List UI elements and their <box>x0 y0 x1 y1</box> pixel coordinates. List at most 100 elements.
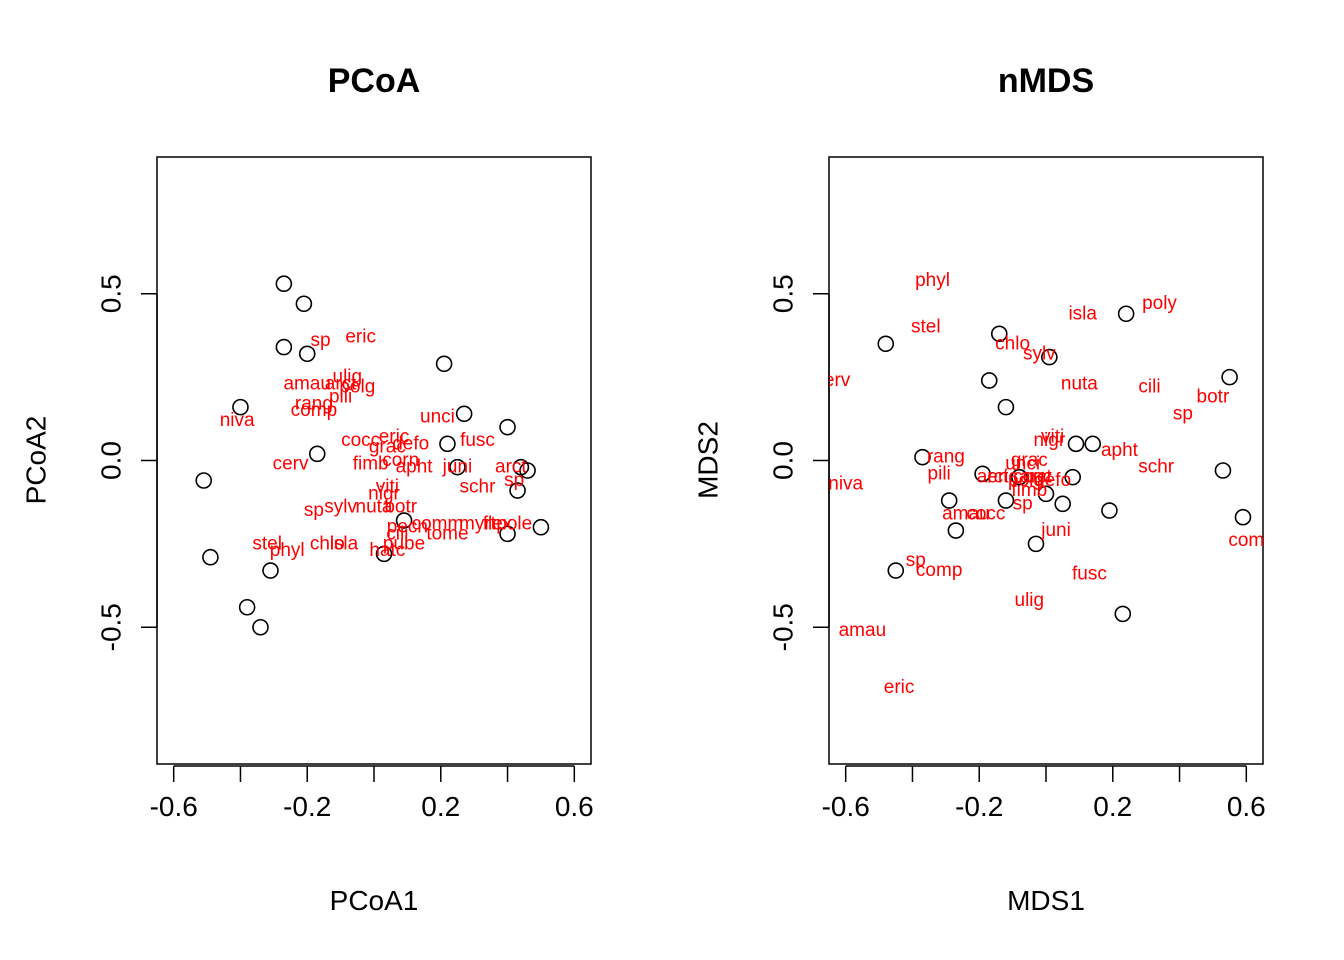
pcoa-species-label: ulig <box>333 367 363 388</box>
pcoa-y-tick-label: 0.0 <box>96 441 127 480</box>
nmds-species-label: cocc <box>966 503 1005 524</box>
pcoa-species-label: sylv <box>324 497 357 518</box>
pcoa-site-point <box>298 345 316 363</box>
nmds-species-label: unci <box>1005 453 1040 474</box>
pcoa-species-label: nigr <box>368 483 400 504</box>
nmds-site-point <box>1101 502 1118 519</box>
pcoa-y-axis: -0.5 0.0 0.5 <box>96 274 158 651</box>
nmds-site-point <box>1221 368 1238 386</box>
pcoa-species-label: cerv <box>273 453 309 474</box>
pcoa-site-point <box>232 398 249 416</box>
nmds-site-point <box>1067 435 1085 453</box>
pcoa-species-label: cili <box>386 523 408 544</box>
pcoa-species-label: tome <box>426 523 468 544</box>
nmds-y-tick-label: 0.0 <box>768 441 799 480</box>
nmds-species-label: arct <box>977 467 1009 488</box>
nmds-species-label: cerv <box>814 370 850 391</box>
pcoa-site-point <box>275 338 293 356</box>
pcoa-species-label: isla <box>330 533 359 554</box>
nmds-species-label: fimb <box>1011 480 1047 501</box>
pcoa-species-label: cocc <box>341 430 380 451</box>
nmds-x-tick-label: 0.2 <box>1093 791 1132 822</box>
nmds-species-label: stel <box>911 317 941 338</box>
nmds-y-tick-label: 0.5 <box>768 274 799 313</box>
nmds-species-label: niva <box>828 473 863 494</box>
pcoa-site-point <box>439 435 456 453</box>
pcoa-site-point <box>499 418 516 436</box>
nmds-site-point <box>1054 495 1071 513</box>
pcoa-species-label: fimb <box>353 453 389 474</box>
nmds-species-label: juni <box>1040 520 1071 541</box>
nmds-site-point <box>947 522 965 539</box>
nmds-species-label: nuta <box>1061 373 1098 394</box>
pcoa-species-label: amau <box>283 373 331 394</box>
nmds-species-label: botr <box>1197 387 1230 408</box>
pcoa-site-point <box>449 458 466 476</box>
nmds-panel: nMDS -0.6 -0.2 0.2 0.6 -0.5 0.0 0.5 MDS1 MDS2 phyl… <box>693 62 1266 916</box>
nmds-species-label: arct <box>1020 467 1052 488</box>
pcoa-species-label: sp <box>504 470 524 491</box>
nmds-site-point <box>1010 468 1028 486</box>
nmds-species-label: rang <box>927 447 965 468</box>
nmds-species-label: viti <box>1041 427 1064 448</box>
pcoa-species-label: juni <box>442 457 473 478</box>
nmds-y-axis: -0.5 0.0 0.5 <box>768 274 830 651</box>
pcoa-site-point <box>532 518 550 536</box>
pcoa-x-axis-label: PCoA1 <box>330 885 419 916</box>
pcoa-species-label: pecn <box>387 517 428 538</box>
pcoa-site-point <box>499 525 516 543</box>
pcoa-site-point <box>202 548 219 566</box>
pcoa-x-tick-label: -0.2 <box>283 791 331 822</box>
pcoa-species-label: pube <box>383 533 425 554</box>
nmds-y-tick-label: -0.5 <box>768 603 799 651</box>
pcoa-species-label: comm <box>412 513 464 534</box>
pcoa-species-label: eric <box>379 427 410 448</box>
nmds-site-point <box>980 372 998 389</box>
pcoa-species-label: pole <box>496 513 532 534</box>
nmds-species-label: nigr <box>1033 430 1065 451</box>
nmds-site-point <box>1037 485 1055 503</box>
pcoa-species-label: stel <box>252 533 282 554</box>
nmds-site-point <box>940 492 958 509</box>
nmds-x-axis: -0.6 -0.2 0.2 0.6 <box>822 765 1266 822</box>
pcoa-y-tick-label: 0.5 <box>96 274 127 313</box>
pcoa-species-label: defo <box>392 433 429 454</box>
pcoa-x-tick-label: 0.6 <box>555 791 594 822</box>
pcoa-species-label: fusc <box>460 430 495 451</box>
pcoa-species-label: myrt <box>459 513 497 534</box>
nmds-species-label: schr <box>1138 457 1175 478</box>
nmds-species-label: comp <box>916 560 962 581</box>
pcoa-species-label: eric <box>345 327 376 348</box>
nmds-species-label: sp <box>1173 403 1193 424</box>
pcoa-site-point <box>262 562 279 579</box>
nmds-species-label: polg <box>1008 470 1044 491</box>
nmds-site-point <box>1064 468 1082 486</box>
pcoa-site-point <box>455 405 473 423</box>
nmds-site-point <box>1117 305 1135 323</box>
nmds-species-label: com <box>1228 530 1264 551</box>
pcoa-y-tick-label: -0.5 <box>96 603 127 651</box>
nmds-species-label: chlo <box>995 333 1030 354</box>
nmds-species-label: cocc <box>1013 467 1052 488</box>
pcoa-y-axis-label: PCoA2 <box>21 416 52 505</box>
nmds-site-point <box>1234 508 1252 526</box>
pcoa-species-label: unci <box>420 407 455 428</box>
nmds-title: nMDS <box>998 62 1094 100</box>
pcoa-site-point <box>435 355 453 373</box>
nmds-species-label: eric <box>987 467 1018 488</box>
pcoa-species-label: nuta <box>356 497 393 518</box>
nmds-species-label: cili <box>1138 377 1160 398</box>
pcoa-x-tick-label: -0.6 <box>150 791 198 822</box>
nmds-site-point <box>1084 435 1102 453</box>
pcoa-species-label: apht <box>396 457 434 478</box>
nmds-species-label: ulig <box>1015 590 1045 611</box>
pcoa-site-point <box>295 295 313 313</box>
nmds-site-point <box>887 562 905 579</box>
nmds-site-point <box>997 492 1015 509</box>
nmds-species-label: sp <box>1013 493 1033 514</box>
pcoa-site-point <box>252 618 269 636</box>
pcoa-species-label: sp <box>304 500 324 521</box>
nmds-species-label: poly <box>1142 293 1177 314</box>
nmds-species-label: defo <box>1034 470 1071 491</box>
nmds-site-point <box>1114 605 1132 623</box>
